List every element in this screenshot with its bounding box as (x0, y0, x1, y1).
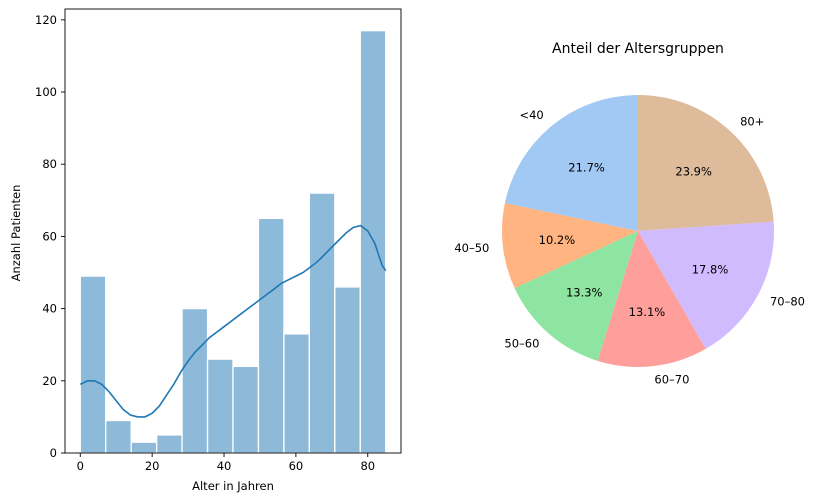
pie-percent-label: 21.7% (568, 161, 605, 175)
y-tick-label: 20 (42, 374, 57, 388)
y-tick-label: 60 (42, 229, 57, 243)
x-tick-label: 20 (145, 459, 160, 473)
histogram-bar-0 (79, 275, 107, 454)
histogram-bar-6 (232, 365, 260, 454)
pie-percent-label: 23.9% (675, 164, 712, 178)
histogram-bar-10 (334, 286, 361, 454)
x-tick-label: 80 (360, 459, 375, 473)
pie-slice-0 (638, 95, 774, 231)
histogram-bar-4 (181, 307, 209, 454)
pie-category-label: 80+ (740, 115, 764, 129)
histogram-bar-3 (155, 434, 183, 454)
pie-title: Anteil der Altersgruppen (552, 41, 724, 57)
pie-slice-1 (638, 221, 775, 349)
pie-percent-label: 10.2% (539, 233, 576, 247)
y-axis-label: Anzahl Patienten (9, 185, 23, 282)
histogram-bar-9 (308, 192, 336, 454)
pie-category-label: 50–60 (504, 337, 539, 351)
histogram-chart: 0 20 40 60 80 0 20 40 60 80 100 120 Alter in Jahren A… (9, 8, 402, 493)
y-tick-label: 100 (35, 85, 57, 99)
x-tick-label: 40 (217, 459, 232, 473)
pie-slice-2 (597, 231, 706, 367)
histogram-bar-7 (257, 217, 285, 454)
pie-percent-label: 13.1% (629, 305, 666, 319)
x-axis-label: Alter in Jahren (192, 479, 274, 493)
x-tick-label: 60 (289, 459, 304, 473)
pie-category-label: 60–70 (654, 373, 689, 387)
pie-slice-4 (501, 203, 638, 289)
y-tick-label: 40 (42, 302, 57, 316)
y-tick-label: 0 (50, 446, 57, 460)
y-tick-label: 80 (42, 157, 57, 171)
histogram-bar-8 (283, 333, 311, 454)
histogram-bar-1 (105, 419, 132, 454)
pie-chart: 23.9% 80+ 17.8% 70–80 13.1% 60–70 13.3% 50–60 10… (454, 41, 805, 387)
pie-percent-label: 17.8% (692, 262, 729, 276)
histogram-bar-5 (206, 358, 234, 454)
pie-percent-label: 13.3% (566, 285, 603, 299)
pie-slice-3 (514, 231, 638, 361)
y-tick-label: 120 (35, 13, 57, 27)
histogram-plot-frame (64, 8, 402, 454)
x-tick-label: 0 (77, 459, 84, 473)
pie-category-label: <40 (519, 108, 543, 122)
pie-category-label: 70–80 (770, 294, 805, 308)
pie-category-label: 40–50 (454, 241, 489, 255)
pie-slice-5 (504, 94, 638, 231)
kde-curve (79, 224, 387, 418)
histogram-bar-2 (130, 441, 158, 454)
